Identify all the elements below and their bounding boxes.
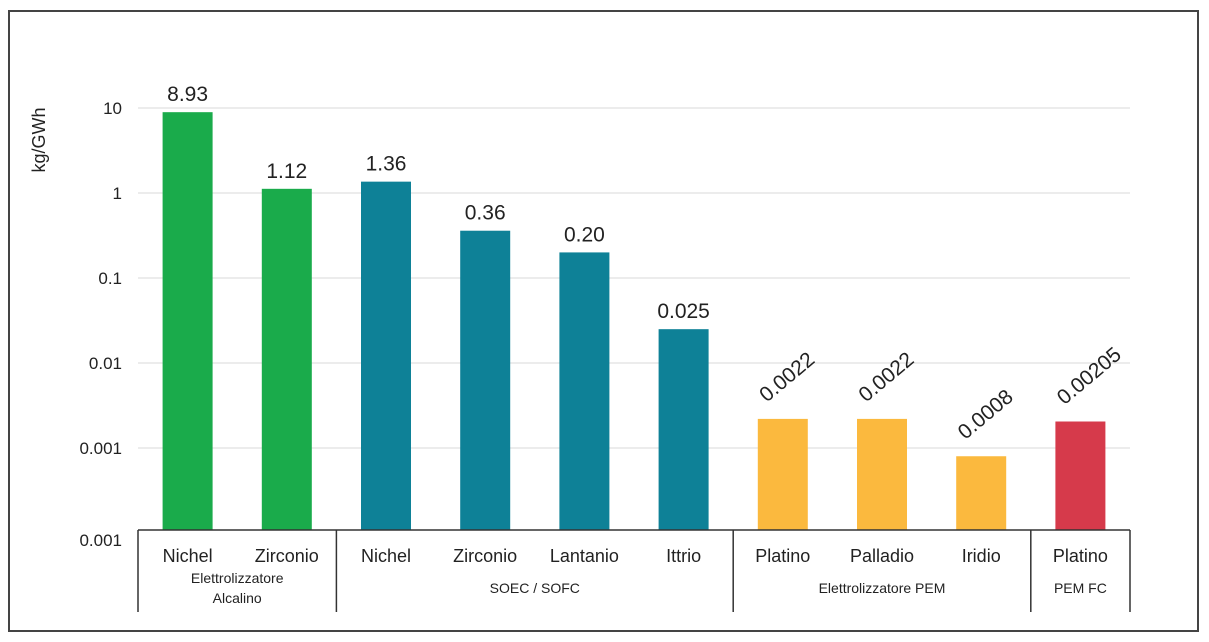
x-tick-label: Platino xyxy=(1053,546,1108,566)
y-tick-label: 0.001 xyxy=(79,531,122,550)
bar xyxy=(559,252,610,530)
value-label: 0.0022 xyxy=(755,348,819,407)
bars xyxy=(162,112,1106,531)
bar xyxy=(757,418,808,530)
bar xyxy=(956,456,1007,530)
x-axis: Nichel Zirconio Nichel Zirconio Lantanio Ittr… xyxy=(137,529,1131,612)
x-tick-label: Ittrio xyxy=(666,546,701,566)
bar xyxy=(1055,421,1106,530)
x-tick-label: Palladio xyxy=(850,546,914,566)
group-label: SOEC / SOFC xyxy=(490,580,580,596)
value-label: 1.36 xyxy=(366,153,407,176)
value-label: 8.93 xyxy=(167,83,208,106)
group-label: Elettrolizzatore PEM xyxy=(819,580,946,596)
y-axis-label: kg/GWh xyxy=(29,107,49,172)
x-tick-label: Iridio xyxy=(962,546,1001,566)
value-label: 0.0022 xyxy=(854,348,918,407)
bar xyxy=(658,329,709,530)
group-label: Elettrolizzatore xyxy=(191,570,284,586)
value-label: 0.20 xyxy=(564,223,605,246)
x-tick-label: Lantanio xyxy=(550,546,619,566)
bar xyxy=(857,418,907,530)
value-label: 0.025 xyxy=(657,300,710,323)
value-label: 0.00205 xyxy=(1053,343,1126,409)
value-label: 0.36 xyxy=(465,202,506,225)
x-tick-label: Platino xyxy=(755,546,810,566)
group-label: PEM FC xyxy=(1054,580,1107,596)
bar xyxy=(261,188,312,530)
value-label: 1.12 xyxy=(266,160,307,183)
x-tick-label: Nichel xyxy=(163,546,213,566)
value-label: 0.0008 xyxy=(954,385,1018,444)
bar xyxy=(361,181,411,531)
group-label: Alcalino xyxy=(213,590,262,606)
x-tick-label: Zirconio xyxy=(255,546,319,566)
bar xyxy=(460,230,511,530)
x-tick-label: Zirconio xyxy=(453,546,517,566)
y-tick-label: 0.01 xyxy=(89,354,122,373)
y-tick-label: 1 xyxy=(113,184,122,203)
y-tick-label: 0.1 xyxy=(98,269,122,288)
bar xyxy=(162,112,213,531)
x-tick-label: Nichel xyxy=(361,546,411,566)
y-tick-label: 0.001 xyxy=(79,439,122,458)
y-tick-label: 10 xyxy=(103,99,122,118)
y-axis-ticks: 10 1 0.1 0.01 0.001 0.001 xyxy=(79,99,122,550)
